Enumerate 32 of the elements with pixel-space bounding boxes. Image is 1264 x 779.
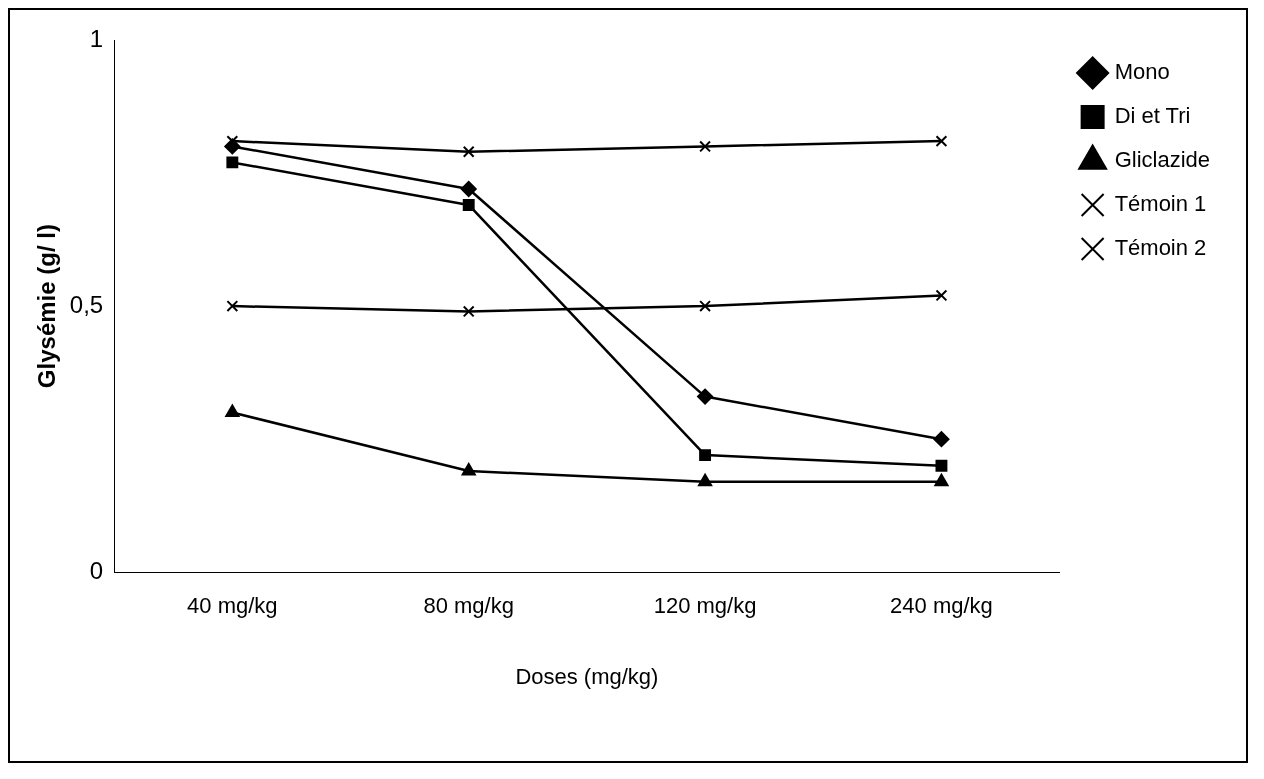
point <box>935 459 948 472</box>
point <box>462 199 475 211</box>
x-tick-label: 120 mg/kg <box>653 593 757 619</box>
y-tick-label: 0,5 <box>69 290 104 318</box>
x-tick-label: 80 mg/kg <box>423 593 514 619</box>
y-axis-title: Glysémie (g/ l) <box>33 224 61 389</box>
y-tick-label: 0 <box>89 556 104 584</box>
point <box>226 300 239 313</box>
y-tick-label: 1 <box>89 24 104 52</box>
point <box>699 300 712 313</box>
point <box>461 463 476 476</box>
point <box>460 181 477 198</box>
point <box>462 145 475 158</box>
x-tick-label: 40 mg/kg <box>187 593 278 619</box>
legend-label: Mono <box>1114 59 1170 85</box>
point <box>699 449 712 462</box>
x-axis-title: Doses (mg/kg) <box>515 663 659 689</box>
point <box>935 135 948 148</box>
legend-label: Témoin 2 <box>1114 235 1207 261</box>
legend-label: Gliclazide <box>1114 147 1211 173</box>
point <box>935 289 948 302</box>
point <box>226 156 239 169</box>
point <box>697 388 714 405</box>
point <box>225 404 240 418</box>
legend-label: Témoin 1 <box>1114 191 1207 217</box>
point <box>933 431 950 448</box>
point <box>699 140 712 153</box>
x-tick-label: 240 mg/kg <box>890 593 993 619</box>
point <box>462 305 475 318</box>
point <box>934 473 949 487</box>
legend-label: Di et Tri <box>1114 103 1191 129</box>
point <box>698 473 713 487</box>
